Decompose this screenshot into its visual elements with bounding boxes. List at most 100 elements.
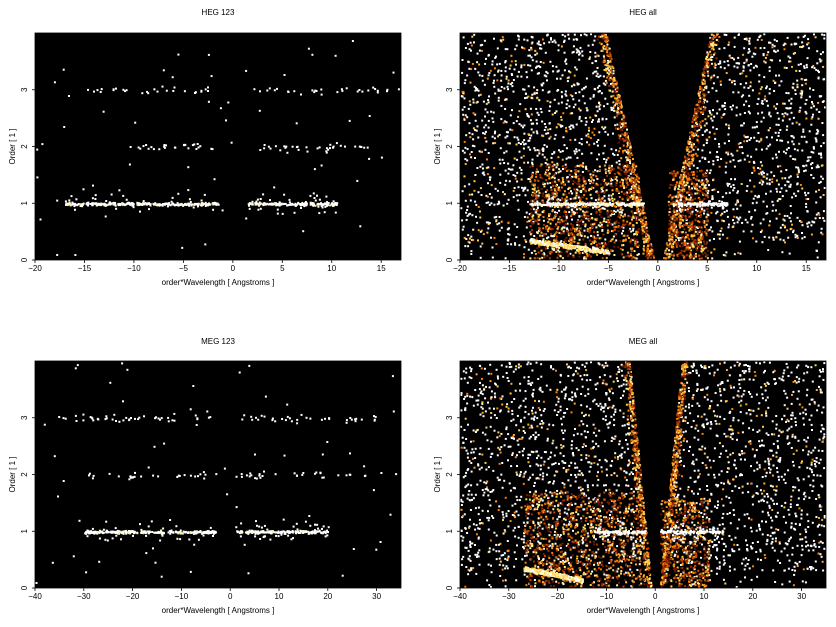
event-pixel xyxy=(585,215,588,218)
event-pixel xyxy=(635,165,638,168)
event-pixel xyxy=(716,159,719,161)
event-pixel xyxy=(614,88,617,91)
event-pixel xyxy=(623,166,625,169)
event-pixel xyxy=(310,202,313,205)
event-pixel xyxy=(292,203,295,206)
event-pixel xyxy=(213,201,216,204)
event-pixel xyxy=(504,60,507,62)
event-pixel xyxy=(503,162,506,164)
event-pixel xyxy=(692,228,695,231)
event-pixel xyxy=(724,254,727,257)
event-pixel xyxy=(602,50,605,52)
event-pixel xyxy=(326,202,329,205)
event-pixel xyxy=(539,61,542,63)
event-pixel xyxy=(752,66,755,69)
event-pixel xyxy=(688,215,691,218)
event-pixel xyxy=(608,78,611,81)
event-pixel xyxy=(591,223,594,226)
event-pixel xyxy=(600,183,602,186)
event-pixel xyxy=(172,90,175,92)
event-pixel xyxy=(703,193,706,196)
event-pixel xyxy=(523,38,526,41)
event-pixel xyxy=(703,174,706,177)
event-pixel xyxy=(748,105,751,108)
event-pixel xyxy=(713,248,716,251)
event-pixel xyxy=(699,186,702,189)
event-pixel xyxy=(644,228,647,231)
event-pixel xyxy=(716,210,719,213)
event-pixel xyxy=(779,139,782,142)
event-pixel xyxy=(153,203,156,206)
event-pixel xyxy=(487,126,490,129)
event-pixel xyxy=(671,184,674,187)
event-pixel xyxy=(587,219,590,222)
event-pixel xyxy=(797,167,800,170)
event-pixel xyxy=(527,95,530,98)
event-pixel xyxy=(757,167,760,169)
event-pixel xyxy=(259,90,261,93)
event-pixel xyxy=(213,178,216,181)
event-pixel xyxy=(612,235,615,238)
event-pixel xyxy=(104,203,107,206)
event-pixel xyxy=(560,125,563,128)
event-pixel xyxy=(585,205,587,208)
event-pixel xyxy=(569,177,572,180)
event-pixel xyxy=(549,60,552,63)
event-pixel xyxy=(138,203,141,206)
event-pixel xyxy=(572,126,575,129)
event-pixel xyxy=(542,181,545,184)
event-pixel xyxy=(474,113,477,116)
event-pixel xyxy=(617,222,620,224)
event-pixel xyxy=(579,197,582,199)
event-pixel xyxy=(718,36,721,38)
event-pixel xyxy=(685,148,688,151)
event-pixel xyxy=(200,90,203,93)
event-pixel xyxy=(528,178,531,181)
event-pixel xyxy=(575,51,578,54)
event-pixel xyxy=(321,203,324,206)
event-pixel xyxy=(499,147,502,150)
event-pixel xyxy=(284,202,287,205)
event-pixel xyxy=(712,46,715,49)
event-pixel xyxy=(698,104,701,107)
event-pixel xyxy=(750,217,752,220)
event-pixel xyxy=(474,89,477,92)
event-pixel xyxy=(715,39,718,41)
event-pixel xyxy=(737,217,740,220)
event-pixel xyxy=(590,33,592,36)
event-pixel xyxy=(712,53,715,56)
event-pixel xyxy=(590,152,593,155)
event-pixel xyxy=(597,242,600,245)
event-pixel xyxy=(541,89,544,92)
event-pixel xyxy=(668,249,670,252)
event-pixel xyxy=(763,33,766,36)
event-pixel xyxy=(534,195,537,198)
event-pixel xyxy=(678,185,681,188)
event-pixel xyxy=(574,251,577,254)
event-pixel xyxy=(738,33,740,36)
event-pixel xyxy=(674,183,677,186)
event-pixel xyxy=(578,91,581,94)
event-pixel xyxy=(626,251,629,254)
event-pixel xyxy=(695,247,698,250)
event-pixel xyxy=(470,156,473,159)
event-pixel xyxy=(176,202,179,205)
event-pixel xyxy=(804,102,807,105)
event-pixel xyxy=(634,182,637,185)
event-pixel xyxy=(606,43,609,46)
event-pixel xyxy=(245,69,248,72)
event-pixel xyxy=(634,244,636,247)
event-pixel xyxy=(794,194,797,197)
event-pixel xyxy=(187,166,190,169)
event-pixel xyxy=(749,179,752,182)
event-pixel xyxy=(684,215,687,218)
event-pixel xyxy=(612,83,615,86)
event-pixel xyxy=(606,211,609,214)
event-pixel xyxy=(580,138,583,140)
event-pixel xyxy=(616,113,619,116)
event-pixel xyxy=(145,144,148,146)
event-pixel xyxy=(205,204,208,207)
event-pixel xyxy=(728,127,730,130)
event-pixel xyxy=(577,183,580,186)
event-pixel xyxy=(481,119,484,122)
